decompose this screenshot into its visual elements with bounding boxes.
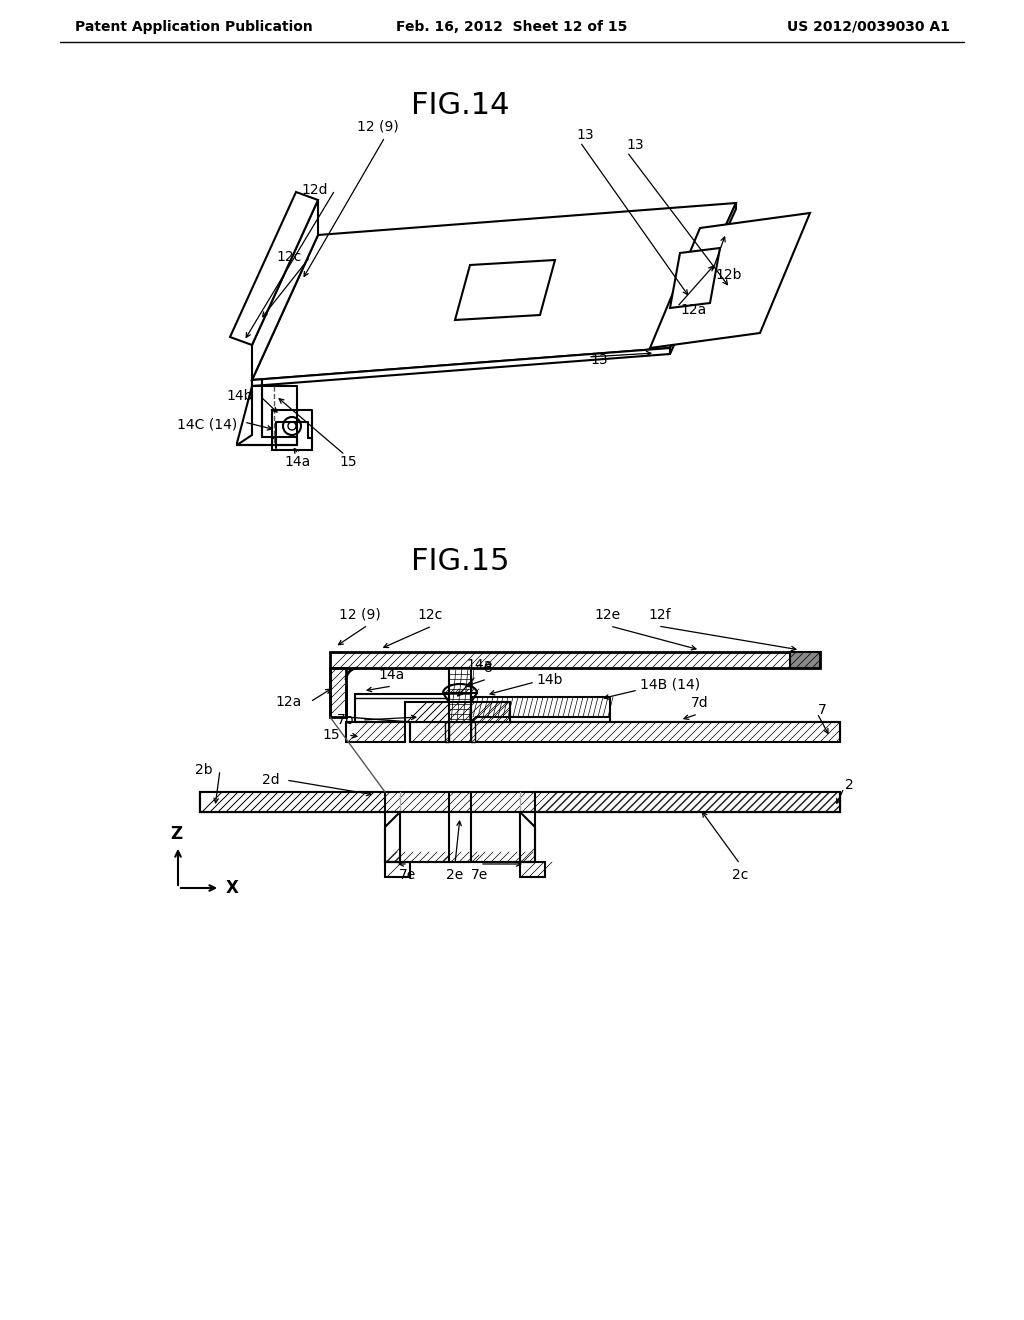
Text: 7e: 7e <box>471 869 488 882</box>
Bar <box>200 792 840 812</box>
Text: 2c: 2c <box>732 869 749 882</box>
Bar <box>410 722 840 742</box>
Bar <box>330 652 820 668</box>
Text: 15: 15 <box>323 729 340 742</box>
Text: 14b: 14b <box>226 389 253 403</box>
Text: 7b: 7b <box>336 713 354 727</box>
Text: 7: 7 <box>818 704 826 717</box>
Text: 12f: 12f <box>648 609 672 622</box>
Text: 12a: 12a <box>680 304 707 317</box>
Text: 12a: 12a <box>275 696 302 709</box>
Polygon shape <box>670 248 720 308</box>
Polygon shape <box>650 213 810 348</box>
Bar <box>385 812 400 862</box>
Text: 13: 13 <box>590 352 607 367</box>
Bar <box>471 722 475 742</box>
Bar <box>520 862 545 876</box>
Bar <box>449 668 471 722</box>
Text: X: X <box>225 879 239 898</box>
Text: 12 (9): 12 (9) <box>357 120 399 135</box>
Bar <box>200 792 385 812</box>
Bar <box>535 792 840 812</box>
Bar <box>406 702 510 722</box>
Text: 12d: 12d <box>301 183 328 197</box>
Text: 2e: 2e <box>446 869 464 882</box>
Text: 14a: 14a <box>379 668 406 682</box>
Text: 14C (14): 14C (14) <box>177 418 237 432</box>
Polygon shape <box>455 260 555 319</box>
Text: FIG.14: FIG.14 <box>411 91 509 120</box>
Text: Z: Z <box>170 825 182 843</box>
Text: 14b: 14b <box>536 673 562 686</box>
Text: 2: 2 <box>845 777 854 792</box>
Text: 15: 15 <box>339 455 356 469</box>
Text: 12c: 12c <box>276 249 302 264</box>
Text: 13: 13 <box>577 128 594 143</box>
Text: 2b: 2b <box>196 763 213 777</box>
Text: 7e: 7e <box>399 869 417 882</box>
Polygon shape <box>670 203 736 354</box>
Text: 13: 13 <box>627 139 644 152</box>
Text: FIG.15: FIG.15 <box>411 548 509 577</box>
Bar <box>445 722 449 742</box>
Bar <box>790 652 820 668</box>
Text: Patent Application Publication: Patent Application Publication <box>75 20 312 34</box>
Bar <box>520 812 535 862</box>
Text: 12b: 12b <box>715 268 741 282</box>
Text: US 2012/0039030 A1: US 2012/0039030 A1 <box>787 20 950 34</box>
Bar <box>346 722 406 742</box>
Bar <box>385 862 410 876</box>
Polygon shape <box>252 201 318 380</box>
Polygon shape <box>230 191 318 345</box>
Text: 2d: 2d <box>262 774 280 787</box>
Text: 12e: 12e <box>595 609 622 622</box>
Text: 14B (14): 14B (14) <box>640 678 700 692</box>
Text: 12c: 12c <box>418 609 442 622</box>
Text: Feb. 16, 2012  Sheet 12 of 15: Feb. 16, 2012 Sheet 12 of 15 <box>396 20 628 34</box>
Bar <box>330 668 346 717</box>
Text: 14a: 14a <box>285 455 311 469</box>
Text: 8: 8 <box>483 661 493 675</box>
Polygon shape <box>252 348 670 385</box>
Text: 12 (9): 12 (9) <box>339 609 381 622</box>
Text: 7d: 7d <box>691 696 709 710</box>
Text: 14a: 14a <box>467 657 494 672</box>
